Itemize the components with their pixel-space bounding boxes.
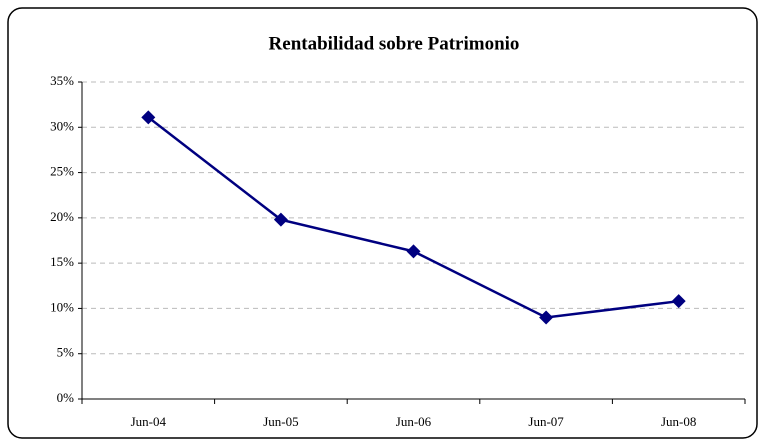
y-tick-label: 5% [57,345,75,360]
x-tick-label: Jun-06 [396,414,432,429]
y-tick-label: 15% [50,254,74,269]
x-tick-label: Jun-08 [661,414,696,429]
x-tick-label: Jun-04 [131,414,167,429]
y-tick-label: 35% [50,73,74,88]
x-tick-label: Jun-07 [528,414,564,429]
marker [671,294,686,309]
marker [141,110,156,125]
y-tick-label: 25% [50,164,74,179]
chart-title: Rentabilidad sobre Patrimonio [269,33,520,54]
marker [539,310,554,325]
y-tick-label: 0% [57,390,75,405]
marker [273,212,288,227]
marker [406,244,421,259]
y-tick-label: 30% [50,118,74,133]
y-tick-label: 20% [50,209,74,224]
y-tick-label: 10% [50,299,74,314]
x-tick-label: Jun-05 [263,414,298,429]
chart-frame [7,7,758,439]
